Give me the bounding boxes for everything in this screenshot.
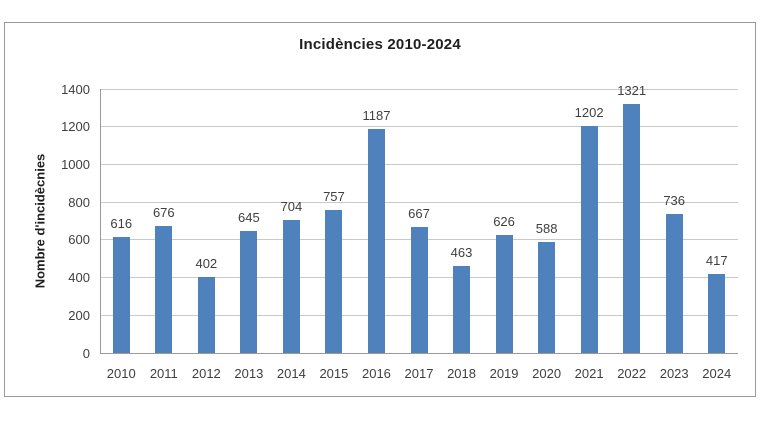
- bar-value-label: 736: [663, 193, 686, 208]
- bar-value-label: 588: [535, 221, 558, 236]
- y-axis-title: Nombre d'incidècnies: [32, 153, 48, 289]
- bar-value-label: 1202: [574, 105, 604, 120]
- bar-value-label: 417: [705, 253, 728, 268]
- y-tick-label: 800: [68, 194, 90, 210]
- x-tick-label: 2011: [149, 366, 178, 381]
- bar: [495, 235, 513, 353]
- gridline: [100, 201, 738, 203]
- bar: [538, 242, 556, 353]
- x-tick-label: 2014: [276, 366, 306, 381]
- y-tick-label: 600: [68, 232, 90, 248]
- y-axis-line: [100, 89, 101, 354]
- x-tick-label: 2017: [404, 366, 434, 381]
- bar: [112, 237, 130, 353]
- y-tick-label: 0: [82, 345, 90, 361]
- x-tick-label: 2018: [447, 366, 476, 381]
- x-tick-label: 2015: [319, 366, 349, 381]
- x-axis-line: [100, 353, 738, 354]
- y-tick-label: 1400: [61, 81, 90, 97]
- bar-value-label: 645: [238, 210, 260, 225]
- bar-value-label: 676: [152, 205, 175, 220]
- bar-value-label: 1187: [362, 108, 391, 123]
- x-tick-label: 2016: [361, 366, 391, 381]
- bar: [580, 126, 598, 353]
- bar-value-label: 667: [408, 206, 430, 221]
- x-tick-label: 2022: [617, 366, 647, 381]
- bar-value-label: 626: [493, 214, 515, 229]
- y-tick-label: 200: [68, 307, 90, 323]
- gridline: [100, 88, 738, 90]
- bar: [623, 104, 641, 353]
- bar-value-label: 1321: [617, 83, 647, 98]
- x-tick-label: 2020: [532, 366, 562, 381]
- bar-value-label: 757: [323, 189, 345, 204]
- bar-value-label: 704: [280, 199, 303, 214]
- bar: [282, 220, 300, 353]
- bar-value-label: 402: [195, 256, 218, 271]
- x-tick-label: 2024: [702, 366, 732, 381]
- bar: [665, 214, 683, 353]
- gridline: [100, 163, 738, 165]
- x-tick-label: 2013: [234, 366, 264, 381]
- y-tick-label: 1200: [61, 119, 90, 135]
- bar: [240, 231, 258, 353]
- x-tick-label: 2021: [574, 366, 604, 381]
- x-tick-label: 2023: [659, 366, 689, 381]
- gridline: [100, 126, 738, 128]
- y-tick-label: 1000: [61, 156, 90, 172]
- bar: [367, 129, 385, 353]
- bar: [453, 266, 471, 353]
- x-tick-label: 2010: [106, 366, 136, 381]
- bar: [155, 226, 173, 353]
- bar-value-label: 463: [450, 245, 473, 260]
- bar-value-label: 616: [110, 216, 133, 231]
- x-tick-label: 2012: [191, 366, 221, 381]
- x-tick-label: 2019: [489, 366, 519, 381]
- y-tick-label: 400: [68, 270, 90, 286]
- bar: [325, 210, 343, 353]
- bar: [197, 277, 215, 353]
- bar: [410, 227, 428, 353]
- bar: [708, 274, 726, 353]
- chart-title: Incidències 2010-2024: [299, 36, 461, 53]
